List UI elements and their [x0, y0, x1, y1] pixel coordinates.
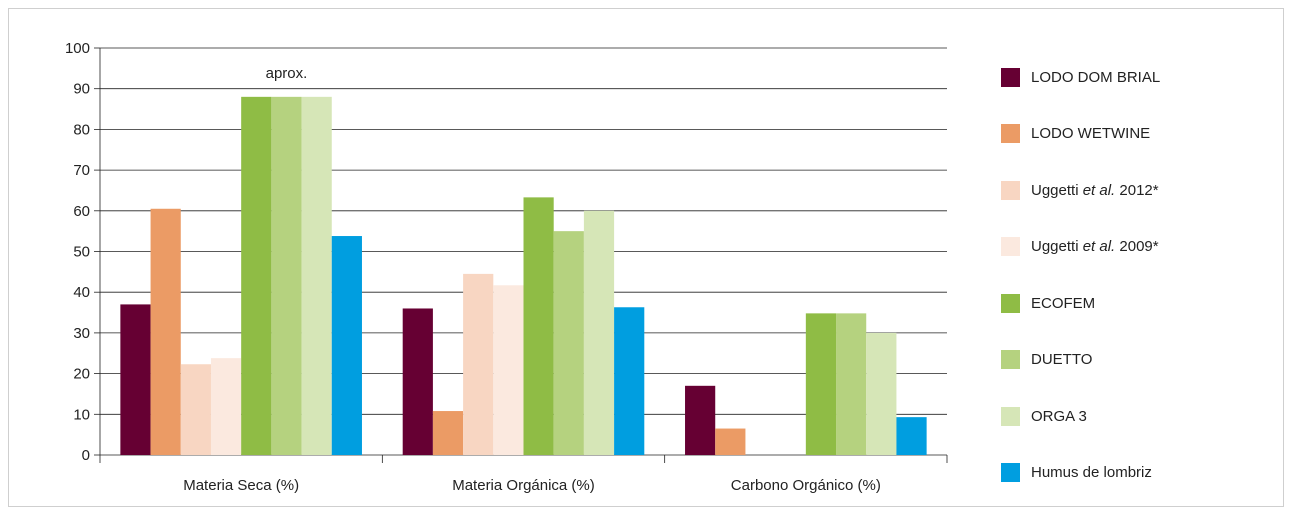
bar-6-1 [583, 210, 615, 455]
legend-label: Uggetti et al. 2012* [1031, 182, 1159, 199]
y-tick-label: 90 [73, 81, 90, 98]
y-tick-label: 40 [73, 284, 90, 301]
legend-label: Humus de lombriz [1031, 464, 1152, 481]
x-category-label: Carbono Orgánico (%) [731, 477, 881, 494]
legend-label-suffix: 2012* [1115, 181, 1159, 199]
bar-5-2 [836, 313, 867, 455]
bar-4-2 [805, 313, 837, 455]
bar-1-0 [150, 208, 181, 455]
legend-swatch [1001, 124, 1020, 143]
annotation-label: aprox. [266, 65, 308, 82]
bar-4-0 [241, 96, 272, 455]
legend-swatch [1001, 293, 1020, 313]
legend-swatch [1001, 180, 1020, 200]
bar-6-2 [866, 332, 897, 455]
legend-item: DUETTO [1001, 350, 1092, 370]
x-category-label: Materia Seca (%) [183, 477, 299, 494]
bar-5-0 [271, 96, 302, 455]
bar-1-2 [715, 428, 746, 455]
chart-frame: 0 10 20 30 40 50 60 70 80 90 100 Materia Seca (%) Ma… [8, 8, 1284, 507]
legend-item: Uggetti et al. 2009* [1001, 237, 1159, 257]
y-tick-label: 0 [82, 447, 90, 464]
legend-label-italic: et al. [1082, 238, 1116, 255]
legend-swatch [1001, 67, 1020, 87]
legend-label-text: ORGA 3 [1031, 407, 1087, 425]
y-tick-label: 30 [73, 325, 90, 342]
legend-label: ORGA 3 [1031, 408, 1087, 425]
legend-label-text: DUETTO [1031, 351, 1093, 368]
y-tick-label: 70 [73, 162, 90, 179]
legend-item: LODO DOM BRIAL [1001, 67, 1160, 87]
legend-label: LODO DOM BRIAL [1031, 69, 1160, 86]
legend-label-italic: et al. [1082, 181, 1116, 199]
legend-label-text: LODO DOM BRIAL [1031, 68, 1161, 86]
bar-1-1 [432, 411, 464, 455]
y-tick-label: 60 [73, 203, 90, 220]
legend-label-suffix: 2009* [1115, 238, 1159, 255]
bar-3-0 [210, 358, 242, 455]
bar-7-0 [331, 236, 362, 455]
bar-0-0 [120, 304, 151, 455]
legend-label: DUETTO [1031, 351, 1092, 368]
bar-0-2 [685, 385, 716, 455]
bar-3-1 [493, 285, 524, 455]
legend-label: LODO WETWINE [1031, 125, 1150, 142]
bar-7-1 [614, 307, 645, 455]
y-tick-label: 100 [65, 40, 90, 57]
legend-label-text: Uggetti [1031, 181, 1083, 199]
legend-label: ECOFEM [1031, 295, 1095, 312]
bar-4-1 [523, 197, 554, 455]
legend-label-text: ECOFEM [1031, 294, 1096, 312]
legend-label-text: Humus de lombriz [1031, 464, 1152, 481]
bar-7-2 [896, 417, 927, 455]
y-tick-label: 50 [73, 244, 90, 261]
legend-item: ECOFEM [1001, 293, 1095, 313]
y-tick-label: 80 [73, 121, 90, 138]
legend-label-text: Uggetti [1031, 238, 1083, 255]
legend-swatch [1001, 237, 1020, 256]
legend-item: LODO WETWINE [1001, 124, 1150, 144]
legend-swatch [1001, 463, 1020, 482]
legend-swatch [1001, 350, 1020, 369]
bar-5-1 [553, 231, 584, 455]
y-tick-label: 10 [73, 406, 90, 423]
legend-swatch [1001, 406, 1020, 426]
legend-item: Humus de lombriz [1001, 463, 1152, 483]
legend-item: ORGA 3 [1001, 406, 1087, 426]
bar-2-1 [463, 273, 494, 455]
legend-label: Uggetti et al. 2009* [1031, 238, 1159, 255]
x-category-label: Materia Orgánica (%) [452, 477, 595, 494]
bar-2-0 [180, 364, 211, 455]
bar-6-0 [301, 96, 332, 455]
legend-item: Uggetti et al. 2012* [1001, 180, 1159, 200]
bar-chart: 0 10 20 30 40 50 60 70 80 90 100 Materia Seca (%) Ma… [65, 40, 948, 494]
bar-0-1 [402, 308, 433, 455]
y-tick-label: 20 [73, 366, 90, 383]
legend-label-text: LODO WETWINE [1031, 125, 1151, 142]
